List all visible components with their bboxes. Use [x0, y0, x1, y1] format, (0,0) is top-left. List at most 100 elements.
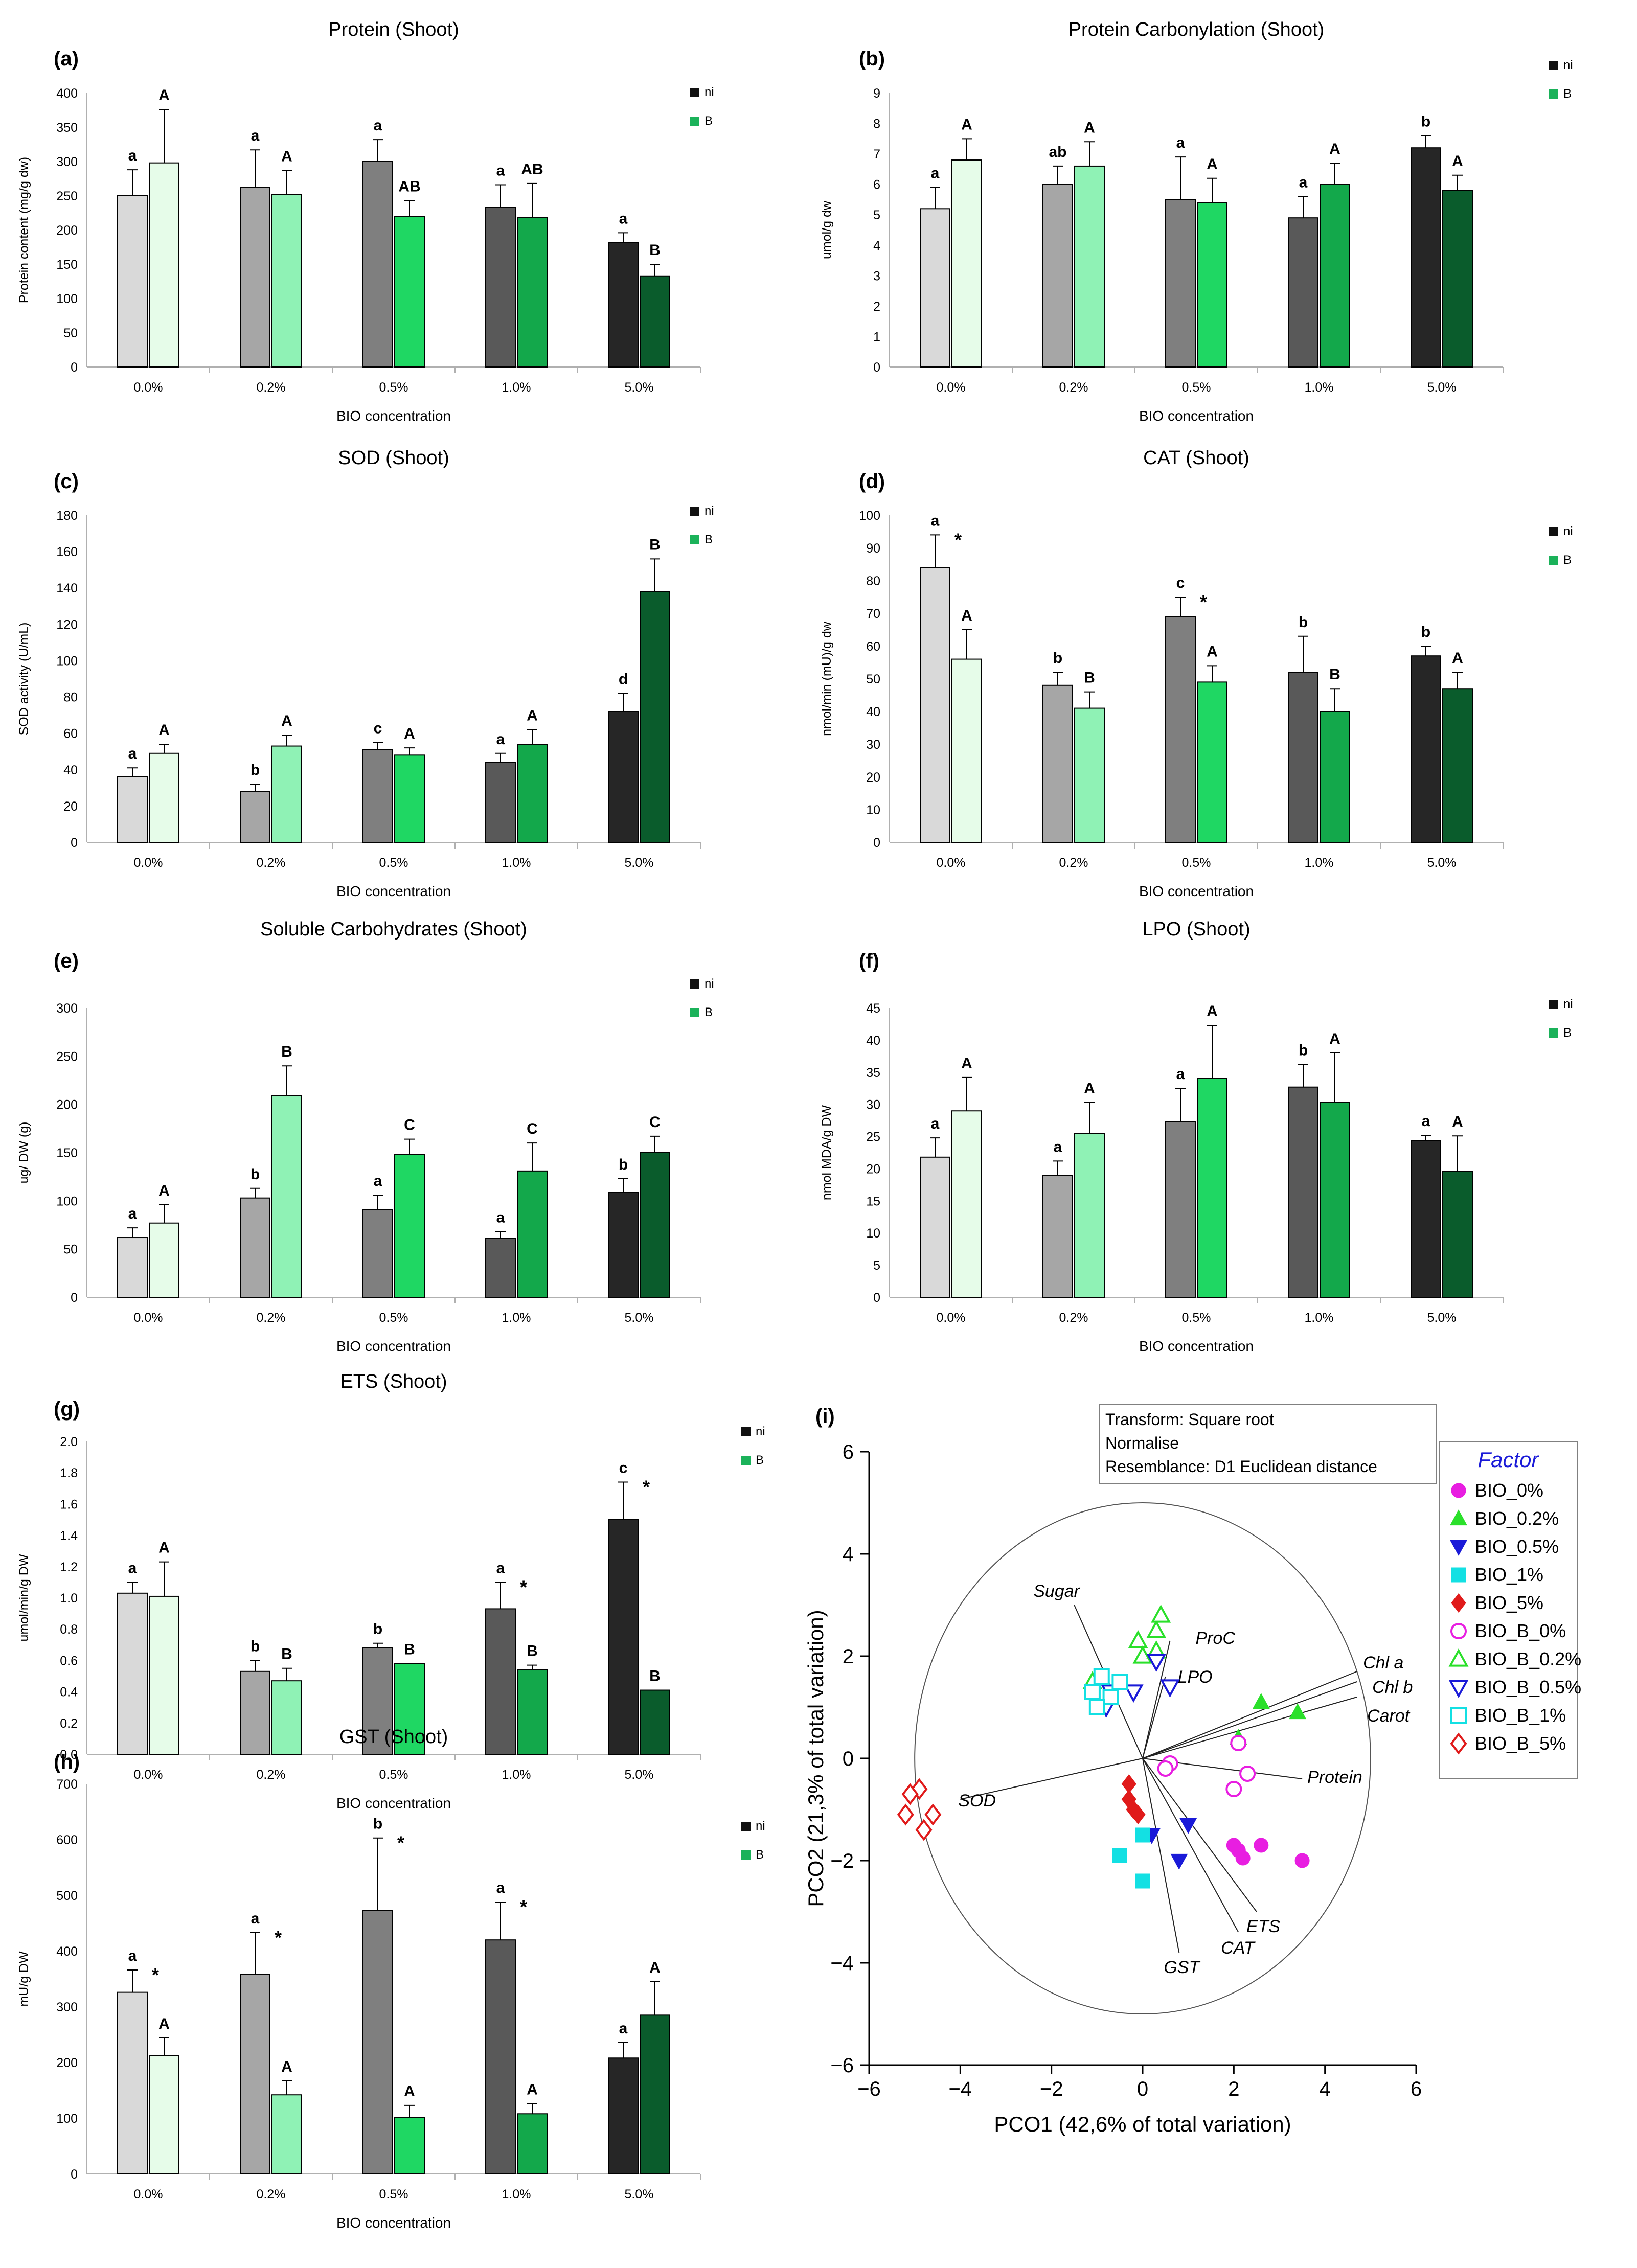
y-tick-label: 0.2	[60, 1716, 78, 1731]
legend-marker	[1451, 1567, 1466, 1583]
significance-star: *	[520, 1576, 527, 1597]
bar-b	[271, 745, 302, 843]
bar-ni	[117, 1237, 148, 1298]
scatter-point	[924, 1803, 942, 1826]
scatter-point	[1252, 1693, 1270, 1709]
bar-b	[640, 1689, 670, 1755]
x-tick-label: 4	[1320, 2078, 1331, 2100]
bar-ni	[1165, 199, 1196, 368]
significance-letter: b	[251, 1638, 260, 1655]
x-tick-label: 1.0%	[502, 1768, 531, 1782]
panel-h: GST (Shoot) (h) 0 100 200 300 400 500 600 700 mU/g…	[17, 1726, 765, 2231]
legend-swatch	[690, 88, 699, 97]
scatter-point	[1231, 1843, 1246, 1858]
significance-letter: a	[374, 117, 382, 134]
x-tick-label: 0.0%	[937, 380, 966, 395]
significance-letter: A	[158, 1182, 170, 1199]
x-axis-title: BIO concentration	[336, 408, 451, 424]
y-tick-label: 0	[71, 836, 78, 850]
panel-label: (i)	[815, 1405, 835, 1428]
y-tick-label: 300	[56, 155, 78, 169]
significance-letter: C	[649, 1114, 661, 1131]
x-axis-title: BIO concentration	[1139, 1338, 1254, 1354]
significance-letter: d	[619, 671, 628, 688]
scatter-point	[1294, 1853, 1310, 1868]
x-tick-label: 0.5%	[379, 1768, 408, 1782]
significance-letter: a	[931, 165, 940, 182]
significance-letter: b	[1421, 624, 1430, 640]
bar-ni	[1042, 184, 1073, 368]
bar-ni	[240, 187, 270, 368]
significance-star: *	[152, 1964, 159, 1985]
legend-label: BIO_5%	[1475, 1592, 1543, 1613]
bar-b	[951, 159, 982, 368]
y-tick-label: 100	[56, 654, 78, 668]
legend-marker	[1450, 1509, 1467, 1526]
significance-letter: a	[128, 1948, 137, 1964]
bar-ni	[1042, 1175, 1073, 1298]
info-box-line: Resemblance: D1 Euclidean distance	[1105, 1457, 1377, 1476]
y-tick-label: 2	[873, 300, 880, 314]
y-tick-label: −6	[830, 2054, 854, 2077]
significance-letter: A	[281, 713, 292, 729]
panel-label: (f)	[859, 950, 879, 972]
significance-letter: b	[1299, 1042, 1308, 1059]
y-tick-label: 9	[873, 86, 880, 101]
x-axis-title: BIO concentration	[1139, 883, 1254, 899]
bar-b	[271, 2094, 302, 2175]
significance-letter: a	[619, 2020, 628, 2037]
y-tick-label: 20	[866, 1162, 880, 1176]
significance-letter: a	[374, 1173, 382, 1189]
significance-letter: A	[961, 116, 972, 133]
x-tick-label: 5.0%	[625, 1768, 654, 1782]
scatter-point	[1146, 1620, 1167, 1638]
significance-letter: A	[158, 1540, 170, 1556]
legend-marker	[1448, 1680, 1469, 1698]
significance-letter: AB	[521, 161, 543, 178]
significance-letter: B	[649, 1668, 661, 1685]
significance-letter: b	[1421, 113, 1430, 130]
vector-line	[1142, 1758, 1180, 1953]
significance-letter: a	[619, 210, 628, 227]
bar-ni	[608, 1519, 639, 1755]
bar-ni	[1411, 147, 1441, 368]
legend-label: BIO_0.5%	[1475, 1536, 1559, 1557]
x-tick-label: 0.0%	[134, 856, 163, 870]
y-tick-label: 8	[873, 117, 880, 131]
bar-b	[1320, 711, 1350, 843]
x-tick-label: 0.2%	[1059, 856, 1088, 870]
bar-b	[1074, 165, 1105, 368]
bar-b	[394, 1663, 425, 1755]
y-tick-label: 0.4	[60, 1685, 78, 1700]
x-tick-label: 0.5%	[379, 2187, 408, 2202]
bar-b	[394, 2117, 425, 2175]
significance-letter: A	[961, 607, 972, 624]
y-tick-label: 250	[56, 1049, 78, 1064]
y-tick-label: 140	[56, 581, 78, 595]
significance-letter: B	[281, 1646, 292, 1663]
significance-star: *	[954, 529, 962, 550]
y-tick-label: 4	[873, 239, 880, 253]
bar-b	[271, 1680, 302, 1755]
x-tick-label: −2	[1040, 2078, 1063, 2100]
bar-b	[1197, 202, 1227, 368]
panel-f: LPO (Shoot) (f) 0 5 10 15 20 25 30 35 40 45 nmol MDA…	[820, 919, 1573, 1354]
bar-ni	[117, 1592, 148, 1755]
y-tick-label: 400	[56, 86, 78, 101]
correlation-circle	[914, 1502, 1371, 2014]
significance-letter: A	[1452, 1113, 1463, 1130]
significance-letter: A	[1207, 643, 1218, 660]
bar-b	[517, 1170, 548, 1298]
y-tick-label: 90	[866, 541, 880, 556]
bar-ni	[1411, 655, 1441, 843]
x-tick-label: 1.0%	[502, 380, 531, 395]
legend-marker	[1450, 1707, 1467, 1724]
legend-marker	[1450, 1732, 1467, 1755]
scatter-point	[1230, 1735, 1247, 1751]
significance-letter: A	[961, 1055, 972, 1072]
legend-swatch	[1549, 1000, 1558, 1009]
panel-g: ETS (Shoot) (g) 0.0 0.2 0.4 0.6 0.8 1.0 1.2 1.4 1.…	[17, 1371, 765, 1811]
legend-label: ni	[1563, 524, 1573, 538]
significance-letter: a	[931, 1115, 940, 1132]
vector-label: SOD	[958, 1791, 996, 1811]
